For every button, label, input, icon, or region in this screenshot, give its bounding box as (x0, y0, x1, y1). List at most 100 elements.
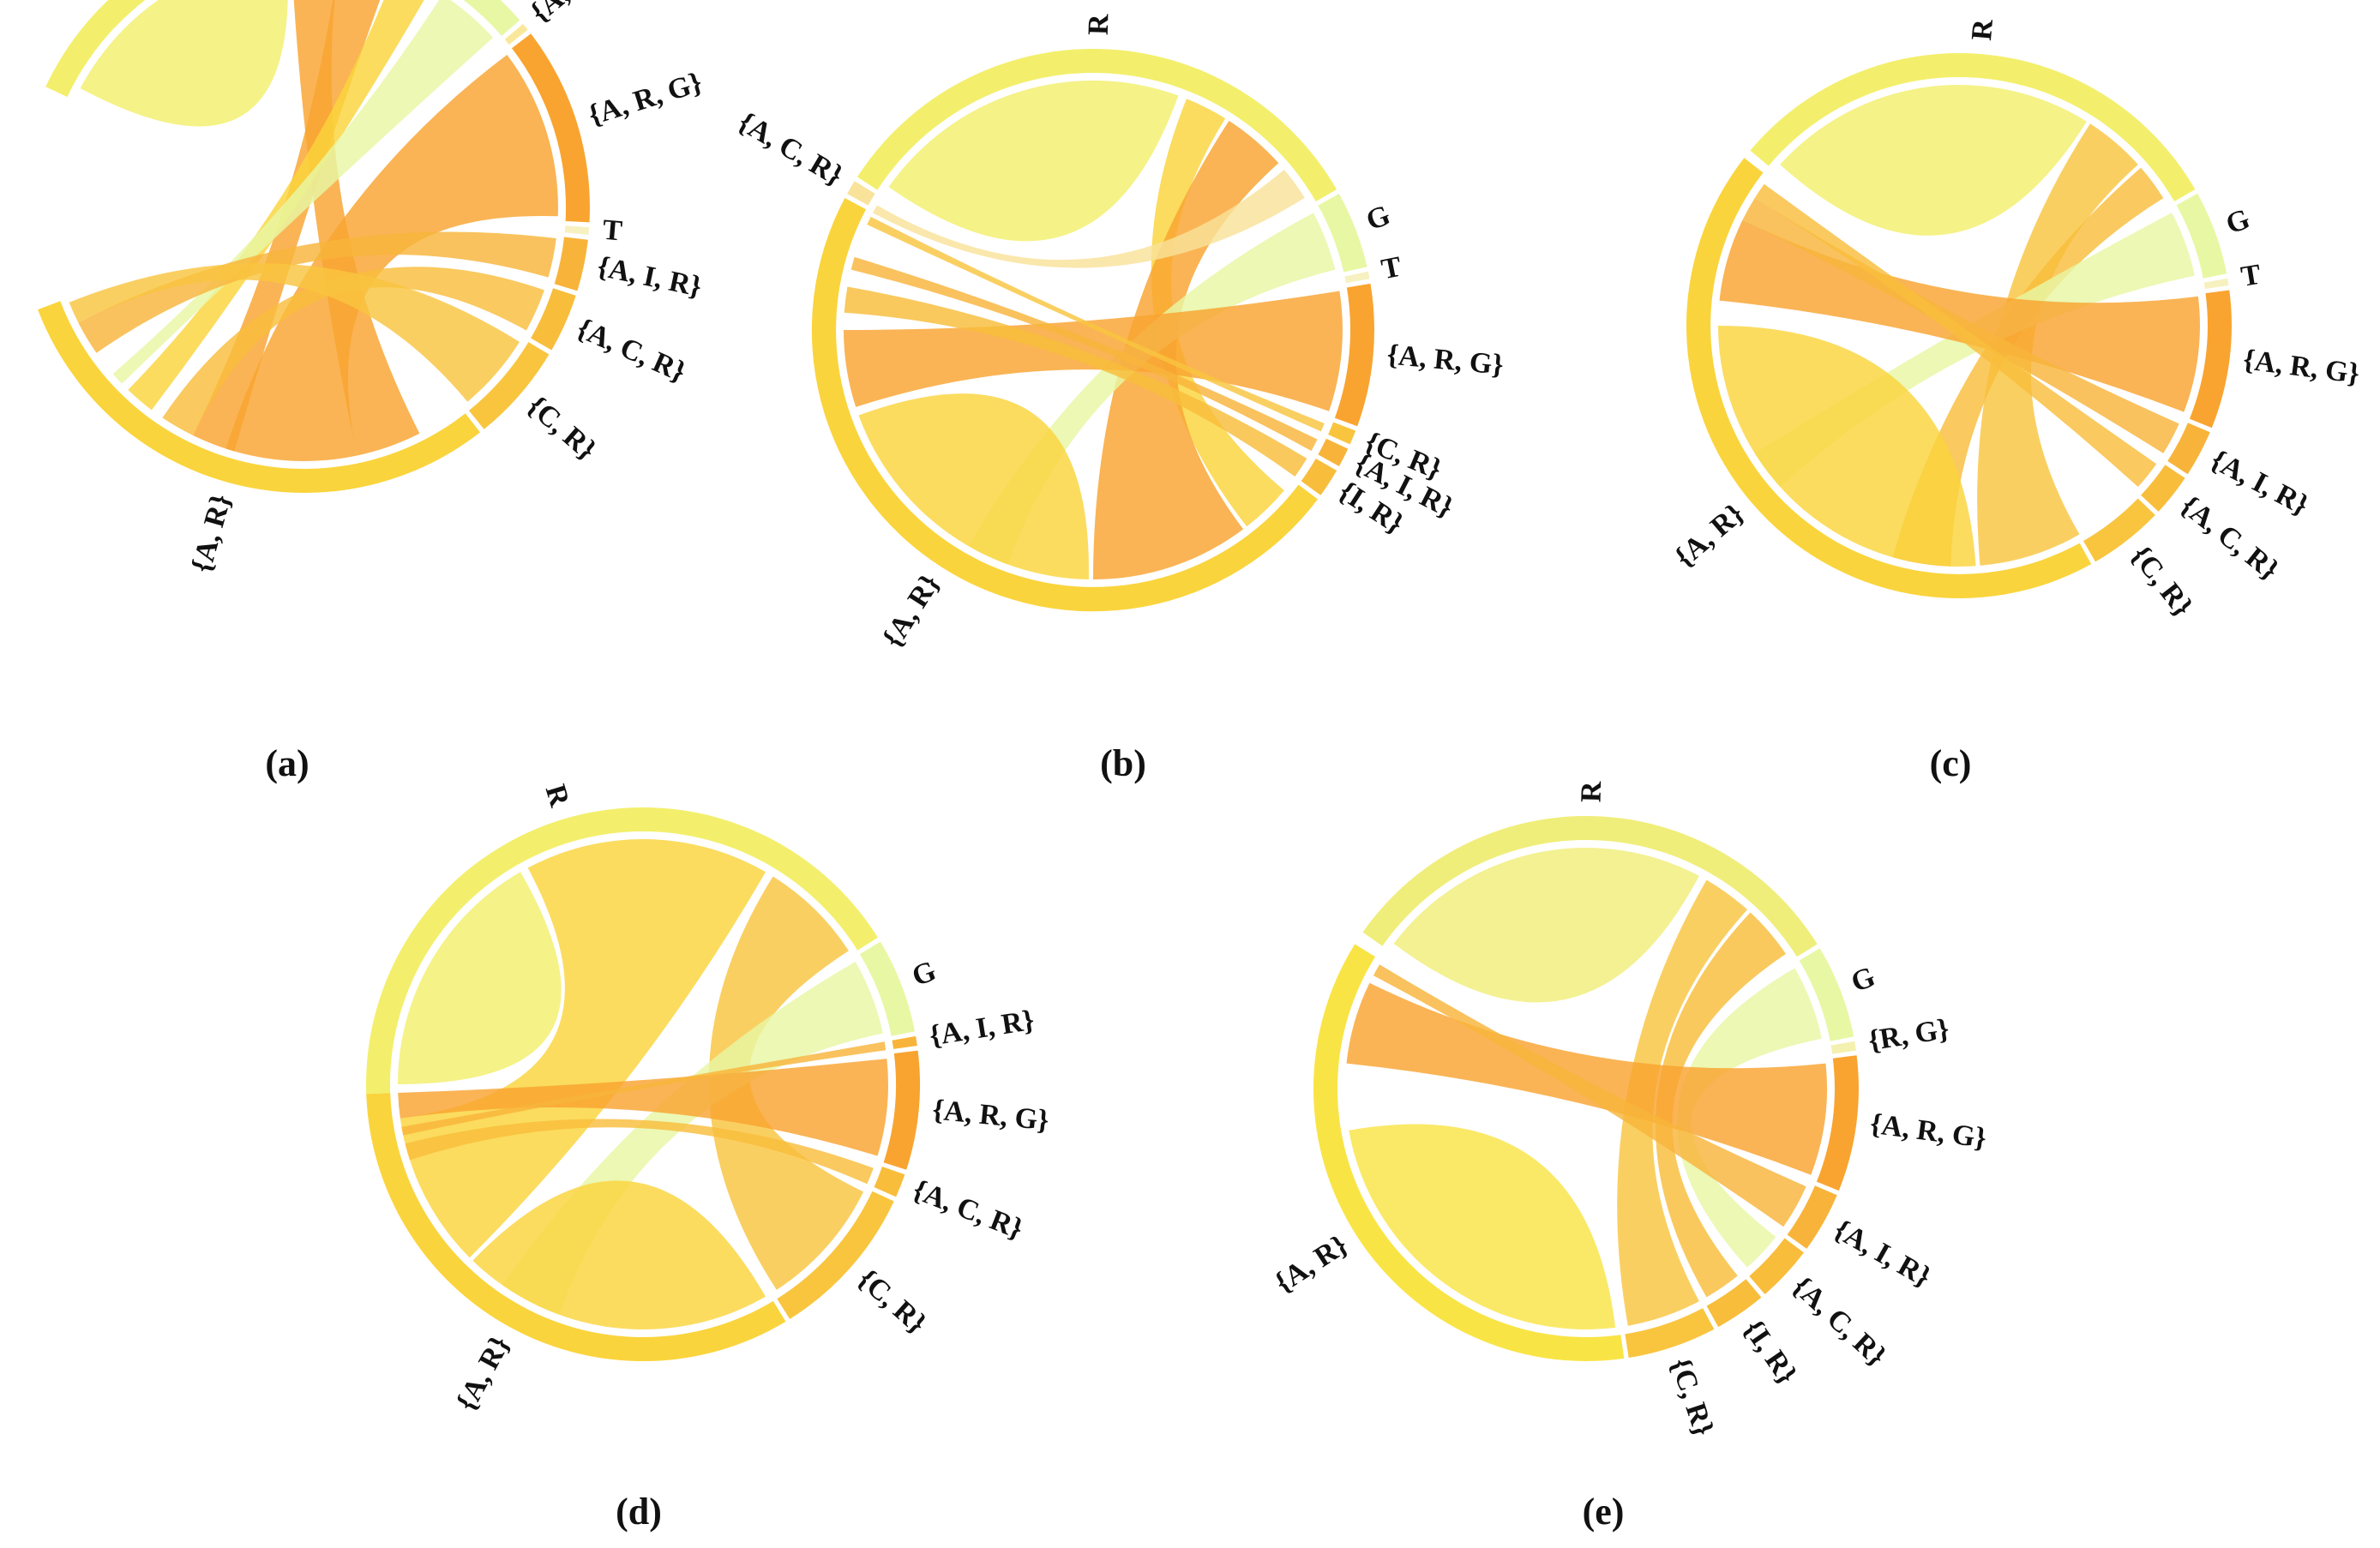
segment-label-cr: {C, R} (521, 390, 602, 466)
segment-label-g: G (908, 955, 941, 993)
segment-label-r: R (539, 781, 576, 811)
segment-arc-r (366, 807, 878, 1095)
chord-ribbon (69, 262, 520, 402)
segment-arc-cr (777, 1191, 894, 1319)
chord-panel-c: RGT{A, R, G}{A, I, R}{A, C, R}{C, R}{A, … (1669, 18, 2362, 784)
chord-ribbon (1754, 183, 2157, 488)
chord-ribbon (405, 1119, 874, 1185)
segment-arc-ar (366, 1093, 786, 1362)
segment-arc-ar (1686, 158, 2092, 599)
chord-ribbon (472, 1180, 766, 1330)
chord-ribbon (1977, 123, 2138, 566)
segment-label-t: T (2239, 259, 2263, 293)
chord-ribbon (867, 216, 1325, 432)
segment-label-cr: {C, R} (1664, 1354, 1720, 1440)
segment-arc-ar (1313, 944, 1625, 1362)
chord-ribbon (858, 393, 1089, 579)
chord-ribbon (78, 231, 556, 353)
chord-ribbon (1718, 326, 1976, 567)
segment-arc-atr (504, 24, 528, 45)
chord-ribbon (401, 1041, 886, 1136)
segment-arc-air (2167, 423, 2210, 475)
chord-ribbon (1780, 85, 2087, 236)
chord-ribbon (1892, 167, 2164, 567)
segment-arc-g (463, 0, 520, 36)
segment-label-arg: {A, R, G} (1385, 339, 1505, 381)
segment-label-r: R (1083, 14, 1115, 36)
segment-arc-r (856, 48, 1337, 202)
segment-arc-rg (1830, 1041, 1856, 1054)
chord-ribbon (873, 169, 1305, 268)
chord-ribbon (1393, 848, 1699, 1003)
segment-arc-air (892, 1035, 917, 1049)
segment-label-cr: {C, R} (2125, 540, 2198, 622)
segment-label-acr: {A, C, R} (572, 313, 690, 388)
chord-ribbon (398, 1059, 888, 1156)
segment-arc-air (1787, 1185, 1837, 1249)
segment-arc-cr (1328, 422, 1356, 445)
segment-label-ir: {I, R} (1737, 1314, 1803, 1389)
segment-label-air: {A, I, R} (2205, 444, 2313, 521)
chord-ribbon (850, 256, 1318, 452)
segment-label-air: {A, I, R} (594, 250, 704, 303)
segment-label-g: G (1847, 961, 1879, 999)
segment-arc-t (564, 225, 590, 235)
segment-arc-acr (847, 181, 875, 206)
segment-label-rg: {R, G} (1866, 1013, 1951, 1057)
chord-panel-e: R G {R, G} {A, R, G} {A, I, R}{A, C, R}{I, R… (1269, 781, 1988, 1533)
segment-arc-t (1344, 271, 1370, 284)
chord-ribbon (400, 838, 766, 1258)
chord-ribbon (968, 213, 1336, 565)
chord-panel-b: RGT{A, R, G}{C, R}{A, I, R}{I, R}{A, R}{… (733, 14, 1506, 784)
segment-arc-acr (531, 288, 576, 351)
segment-label-ar: {A, R} (1269, 1229, 1353, 1299)
segment-arc-arg (883, 1050, 921, 1170)
segment-arc-arg (1334, 283, 1374, 427)
segment-label-r: R (1966, 18, 1999, 42)
segment-label-atr: {A, T, R} (525, 0, 631, 28)
panel-caption-e: (e) (1583, 1491, 1625, 1533)
segment-arc-arg (2189, 290, 2233, 429)
segment-arc-arg (1816, 1055, 1859, 1191)
segment-arc-acr (1749, 1238, 1804, 1294)
chord-ribbon (225, 54, 558, 461)
segment-arc-r (45, 0, 146, 98)
segment-arc-ar (38, 301, 481, 493)
segment-arc-acr (2141, 465, 2185, 512)
segment-label-r: R (1576, 781, 1608, 803)
segment-arc-r (1362, 815, 1818, 957)
panel-caption-c: (c) (1930, 742, 1972, 784)
segment-label-ar: {A, R} (876, 569, 946, 653)
chord-ribbon (1677, 968, 1822, 1268)
segment-label-t: T (601, 214, 623, 248)
panel-caption-b: (b) (1100, 742, 1146, 784)
segment-arc-acr (874, 1167, 905, 1197)
chord-ribbon (888, 80, 1179, 242)
segment-label-cr: {C, R} (851, 1263, 932, 1340)
chord-ribbon (1093, 120, 1279, 579)
segment-label-g: G (1362, 199, 1395, 237)
segment-arc-arg (512, 33, 590, 223)
panel-caption-a: (a) (265, 742, 309, 784)
segment-label-arg: {A, R, G} (585, 67, 706, 132)
chord-ribbon (162, 267, 544, 435)
segment-arc-g (1799, 948, 1854, 1041)
segment-label-ar: {A, R} (450, 1331, 516, 1416)
chord-ribbon (844, 286, 1307, 477)
chord-ribbon (708, 876, 864, 1290)
segment-arc-cr (468, 342, 550, 429)
chord-panel-a: RG{A, T, R}{A, R, G}T{A, I, R}{A, C, R}{… (38, 0, 706, 784)
segment-arc-cr (1625, 1308, 1715, 1359)
segment-label-arg: {A, R, G} (1868, 1108, 1988, 1155)
segment-arc-g (1318, 194, 1367, 273)
segment-label-air: {A, I, R} (1829, 1214, 1936, 1293)
chord-ribbon (80, 0, 288, 127)
chord-ribbon (128, 0, 424, 411)
segment-label-g: G (2222, 203, 2255, 241)
segment-arc-g (2176, 193, 2227, 279)
chord-ribbon (1617, 879, 1747, 1326)
segment-label-arg: {A, R, G} (2241, 344, 2361, 390)
segment-arc-air (1318, 438, 1349, 466)
chord-ribbon (1373, 964, 1806, 1227)
